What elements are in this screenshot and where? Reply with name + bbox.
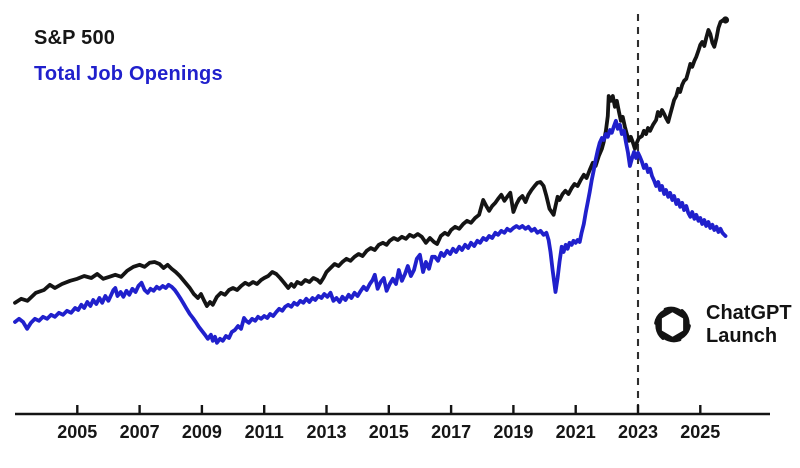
x-tick-label-2007: 2007 xyxy=(120,422,160,442)
x-tick-label-2021: 2021 xyxy=(556,422,596,442)
x-tick-label-2015: 2015 xyxy=(369,422,409,442)
sp500-end-dot xyxy=(721,16,730,24)
annotation-text: ChatGPT Launch xyxy=(706,302,792,348)
x-tick-label-2013: 2013 xyxy=(306,422,346,442)
x-tick-label-2023: 2023 xyxy=(618,422,658,442)
openai-logo-icon xyxy=(654,306,691,343)
annotation-line1: ChatGPT xyxy=(706,301,792,324)
x-tick-label-2025: 2025 xyxy=(680,422,720,442)
sp500-line xyxy=(13,18,728,308)
legend-job-openings-label: Total Job Openings xyxy=(34,63,223,85)
x-tick-label-2011: 2011 xyxy=(245,422,284,442)
x-tick-label-2019: 2019 xyxy=(493,422,533,442)
x-tick-label-2005: 2005 xyxy=(57,422,97,442)
legend-sp500-label: S&P 500 xyxy=(34,27,116,49)
chatgpt-launch-annotation: ChatGPT Launch xyxy=(649,301,792,348)
job-openings-line xyxy=(13,118,728,345)
annotation-line2: Launch xyxy=(706,324,778,347)
x-tick-label-2017: 2017 xyxy=(431,422,471,442)
legend: S&P 500 Total Job Openings xyxy=(34,28,223,84)
x-tick-label-2009: 2009 xyxy=(182,422,222,442)
